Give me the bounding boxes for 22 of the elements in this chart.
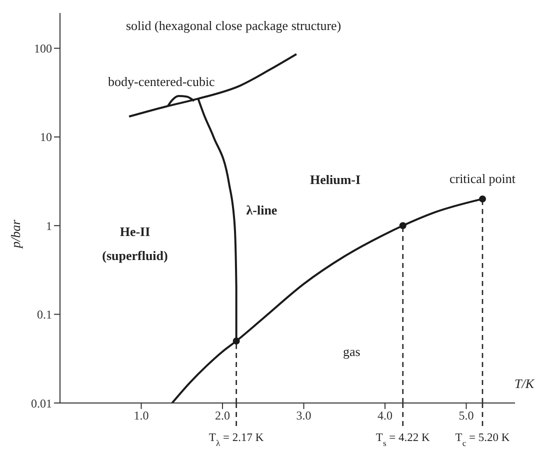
y-tick-label: 10: [40, 130, 52, 144]
x-tick-label: 3.0: [296, 408, 312, 423]
x-tick-label: 2.0: [215, 408, 230, 423]
y-tick-label: 100: [34, 42, 52, 56]
annotation: body-centered-cubic: [108, 73, 215, 91]
x-tick-label: 1.0: [134, 408, 149, 423]
ref-line-label: T$_{s}$ = 4.22 K: [376, 432, 431, 448]
ref-line-label: T$_{c}$ = 5.20 K: [455, 432, 510, 448]
x-axis-title: T/K: [514, 376, 534, 392]
y-tick-label: 0.1: [37, 308, 52, 322]
y-axis-title: p/bar: [8, 220, 24, 248]
annotation: solid (hexagonal close package structure): [126, 17, 342, 35]
y-tick-label: 0.01: [31, 396, 52, 410]
ref-line-label: T$_{λ}$ = 2.17 K: [208, 432, 264, 448]
annotation: critical point: [449, 170, 516, 186]
y-tick-label: 1: [46, 218, 52, 233]
x-tick-label: 4.0: [378, 408, 392, 423]
annotation: λ-line: [246, 202, 278, 218]
annotation: Helium-I: [310, 171, 361, 189]
x-tick-label: 5.0: [458, 408, 474, 423]
annotation: He-II (superfluid): [101, 223, 169, 265]
annotation: gas: [343, 343, 360, 361]
